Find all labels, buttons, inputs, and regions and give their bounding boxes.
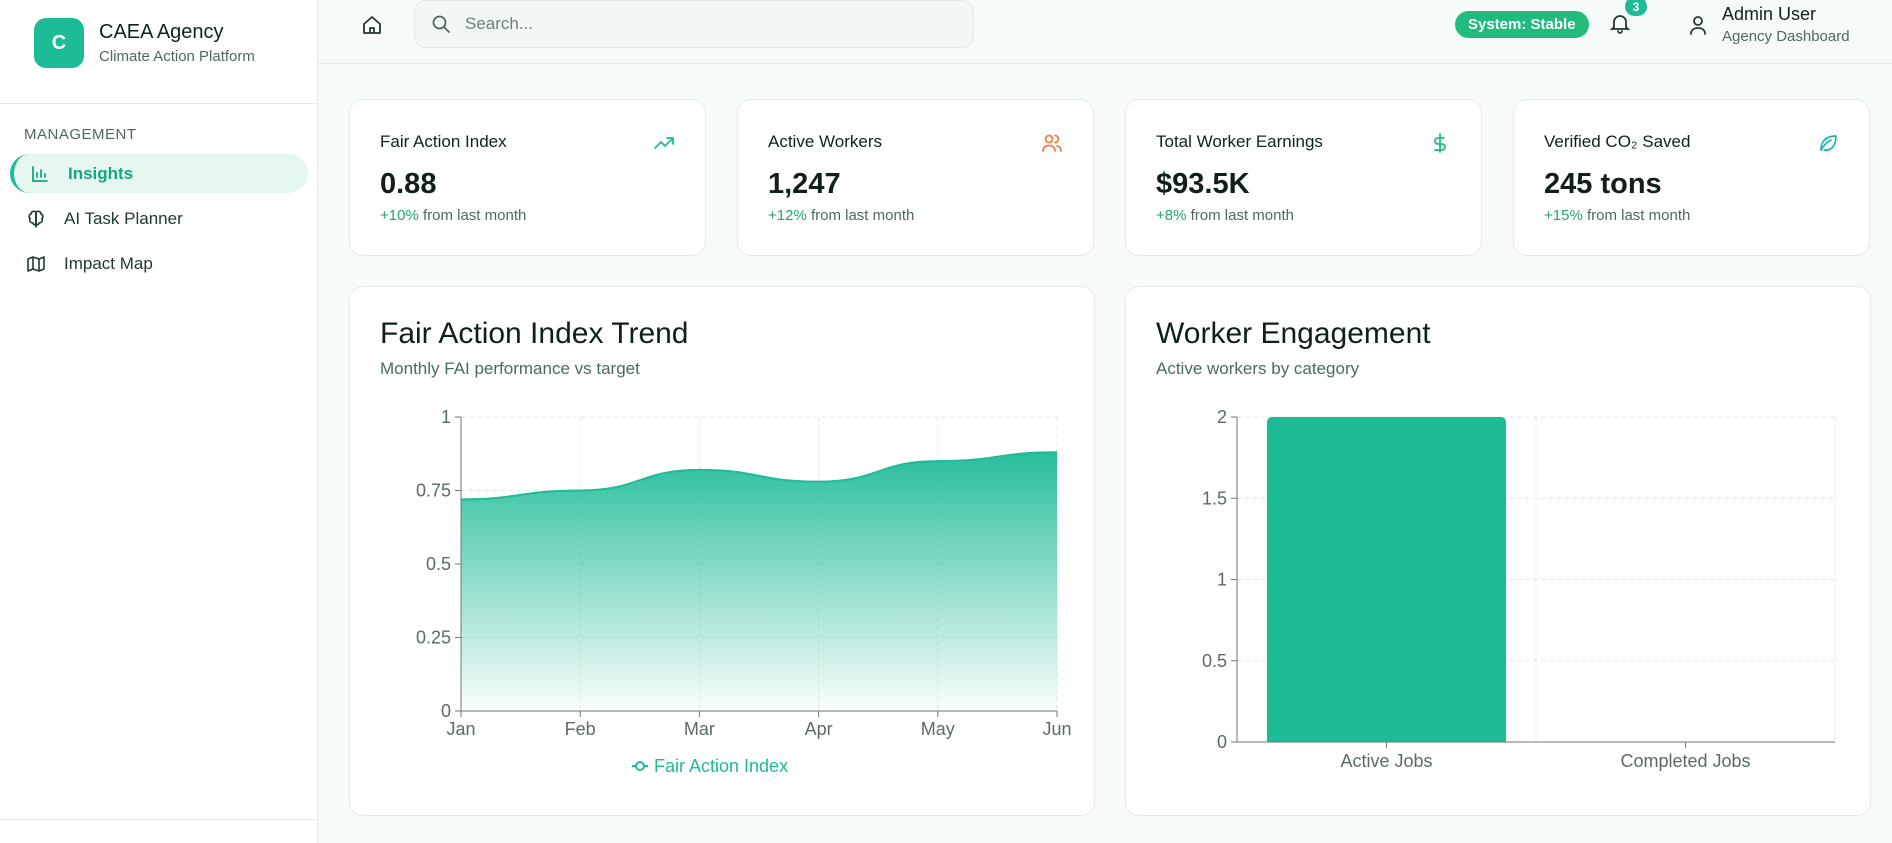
search-icon [432, 15, 450, 33]
brand[interactable]: C CAEA Agency Climate Action Platform [34, 18, 255, 68]
card-title: Total Worker Earnings [1156, 132, 1323, 151]
notifications-button[interactable] [1609, 12, 1633, 36]
brand-name: CAEA Agency [99, 21, 224, 43]
card-change-suffix: from last month [1186, 207, 1294, 224]
x-tick-label: Completed Jobs [1620, 751, 1750, 771]
section-label-management: MANAGEMENT [24, 126, 137, 143]
dollar-icon [1434, 133, 1446, 153]
x-tick-label: May [921, 719, 955, 739]
card-value: $93.5K [1156, 168, 1250, 200]
y-tick-label: 2 [1217, 407, 1227, 427]
kpi-card-fair-action-index[interactable]: Fair Action Index 0.88 +10% from last mo… [349, 99, 706, 256]
card-change-percent: +8% [1156, 207, 1187, 224]
x-tick-label: Apr [805, 719, 833, 739]
search-bar[interactable] [414, 0, 974, 48]
sidebar-item-label: AI Task Planner [64, 208, 183, 228]
home-icon [363, 16, 381, 34]
worker-bar-chart: 0 0.5 1 1.5 2 Active Jobs Completed Jobs [1202, 407, 1836, 771]
notification-count-badge: 3 [1625, 0, 1647, 16]
sidebar-item-insights[interactable]: Insights [10, 154, 308, 193]
worker-engagement-panel: Worker Engagement Active workers by cate… [1125, 286, 1871, 816]
status-badge: System: Stable [1455, 11, 1589, 38]
card-change: +15% from last month [1544, 207, 1839, 224]
card-value: 0.88 [380, 168, 437, 200]
users-icon [1042, 134, 1062, 152]
x-tick-label: Jan [446, 719, 475, 739]
card-change: +10% from last month [380, 207, 675, 224]
sidebar-item-label: Insights [68, 163, 134, 183]
topbar: System: Stable 3 Admin User Agency Dashb… [319, 0, 1892, 64]
bar-active-jobs [1266, 417, 1507, 742]
y-tick-label: 1.5 [1202, 488, 1227, 508]
user-icon [1690, 15, 1706, 35]
sidebar-item-label: Impact Map [64, 253, 153, 273]
x-tick-label: Mar [684, 719, 715, 739]
card-change-percent: +10% [380, 207, 419, 224]
sidebar-bottom-divider [0, 819, 318, 820]
card-change-percent: +12% [768, 207, 807, 224]
fai-area-chart: 0 0.25 0.5 0.75 1 Jan Feb Mar Apr May Jun Fair Acti… [416, 407, 1072, 776]
card-change-suffix: from last month [418, 207, 527, 224]
map-icon [26, 254, 46, 274]
y-tick-label: 0.5 [1202, 651, 1227, 671]
sidebar: C CAEA Agency Climate Action Platform MA… [0, 0, 318, 843]
series-line-fair-action-index [460, 451, 1058, 501]
sidebar-item-ai-task-planner[interactable]: AI Task Planner [10, 199, 308, 238]
y-tick-label: 0.5 [426, 554, 451, 574]
panel-subtitle: Active workers by category [1156, 359, 1360, 378]
fai-trend-panel: Fair Action Index Trend Monthly FAI perf… [349, 286, 1095, 816]
x-tick-label: Jun [1042, 719, 1071, 739]
user-role: Agency Dashboard [1722, 28, 1850, 45]
bar-chart-icon [30, 164, 50, 184]
y-tick-label: 0 [441, 701, 451, 721]
sidebar-nav: Insights AI Task Planner Impact Map [10, 154, 308, 289]
kpi-card-active-workers[interactable]: Active Workers 1,247 +12% from last mont… [737, 99, 1094, 256]
card-change: +12% from last month [768, 207, 1063, 224]
brand-logo: C [34, 18, 84, 68]
y-tick-label: 0.75 [416, 481, 451, 501]
card-value: 245 tons [1544, 168, 1662, 200]
legend-label-fair-action-index: Fair Action Index [654, 756, 788, 776]
panel-subtitle: Monthly FAI performance vs target [380, 359, 640, 378]
area-fill-fair-action-index [461, 452, 1057, 711]
card-change-suffix: from last month [806, 207, 915, 224]
kpi-cards: Fair Action Index 0.88 +10% from last mo… [349, 99, 1870, 256]
x-tick-label: Active Jobs [1340, 751, 1432, 771]
card-title: Active Workers [768, 132, 882, 151]
kpi-card-total-worker-earnings[interactable]: Total Worker Earnings $93.5K +8% from la… [1125, 99, 1482, 256]
panel-title: Fair Action Index Trend [380, 317, 689, 350]
panel-title: Worker Engagement [1156, 317, 1431, 350]
search-input[interactable] [465, 14, 945, 34]
user-menu[interactable]: Admin User Agency Dashboard [1687, 4, 1850, 45]
sidebar-divider [0, 103, 318, 104]
trending-up-icon [654, 137, 674, 149]
card-change-percent: +15% [1544, 207, 1583, 224]
user-name: Admin User [1722, 4, 1817, 24]
brand-subtitle: Climate Action Platform [99, 48, 255, 65]
card-title: Fair Action Index [380, 132, 507, 151]
x-tick-label: Feb [565, 719, 596, 739]
sidebar-item-impact-map[interactable]: Impact Map [10, 244, 308, 283]
brain-icon [26, 209, 46, 229]
y-tick-label: 0.25 [416, 628, 451, 648]
legend-swatch-marker [635, 761, 645, 771]
kpi-card-verified-co2-saved[interactable]: Verified CO₂ Saved 245 tons +15% from la… [1513, 99, 1870, 256]
y-tick-label: 1 [1217, 570, 1227, 590]
card-value: 1,247 [768, 168, 841, 200]
y-tick-label: 1 [441, 407, 451, 427]
leaf-icon [1820, 135, 1837, 151]
bell-icon [1609, 15, 1631, 34]
card-title: Verified CO₂ Saved [1544, 132, 1691, 151]
home-button[interactable] [359, 12, 385, 38]
card-change-suffix: from last month [1582, 207, 1691, 224]
card-change: +8% from last month [1156, 207, 1451, 224]
y-tick-label: 0 [1217, 732, 1227, 752]
